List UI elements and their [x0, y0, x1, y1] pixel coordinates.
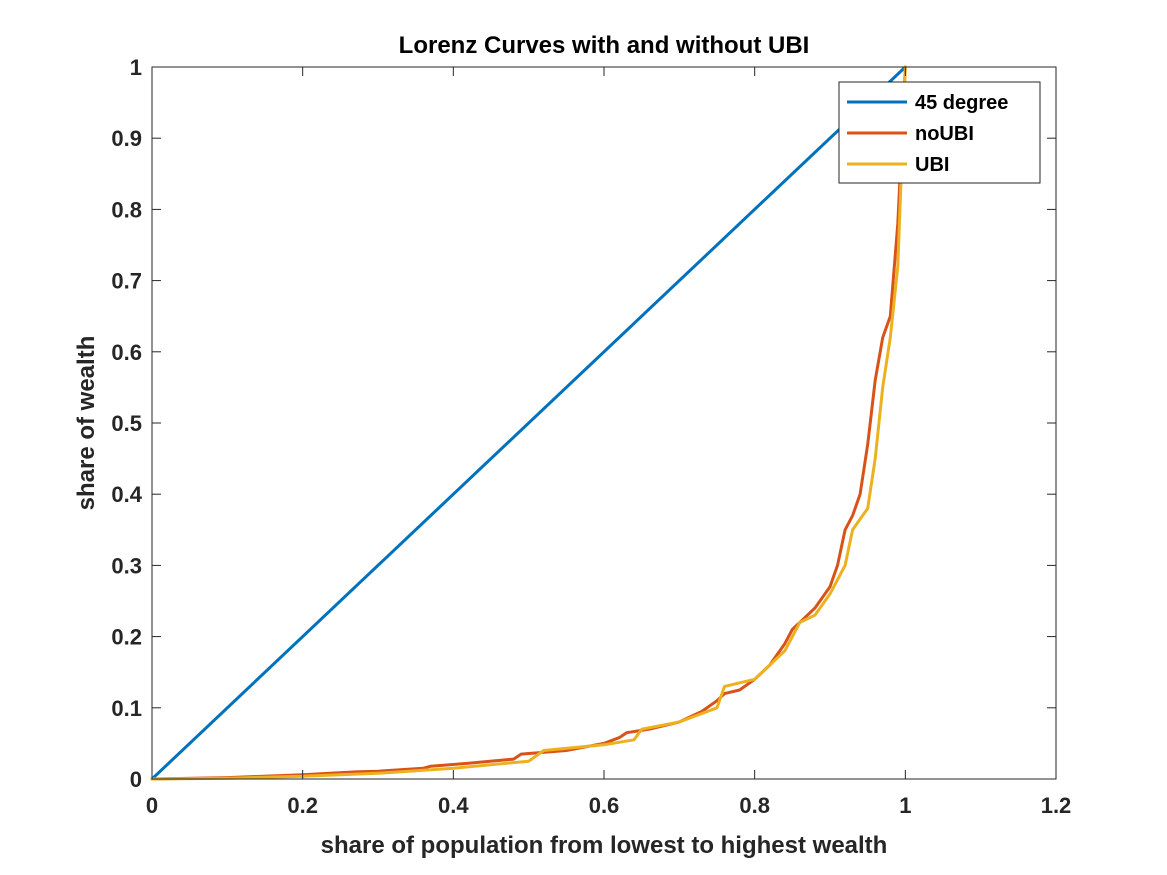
y-tick-label: 0.4	[111, 482, 142, 507]
series-line-45-degree	[150, 65, 907, 781]
legend-label: noUBI	[915, 123, 974, 145]
legend-label: 45 degree	[915, 92, 1008, 114]
series-line-noubi	[150, 65, 907, 781]
x-tick-label: 1.2	[1041, 793, 1072, 818]
y-tick-label: 1	[130, 55, 142, 80]
series-line-ubi	[150, 65, 907, 781]
y-tick-label: 0.9	[111, 126, 142, 151]
x-tick-label: 0.8	[739, 793, 770, 818]
y-tick-label: 0.1	[111, 696, 142, 721]
x-tick-label: 0.2	[287, 793, 318, 818]
series-layer	[150, 65, 907, 781]
y-tick-label: 0.7	[111, 269, 142, 294]
x-tick-label: 0	[146, 793, 158, 818]
y-tick-label: 0	[130, 767, 142, 792]
chart-title: Lorenz Curves with and without UBI	[399, 32, 810, 59]
y-tick-label: 0.3	[111, 553, 142, 578]
x-tick-label: 1	[899, 793, 911, 818]
x-tick-label: 0.6	[589, 793, 620, 818]
legend: 45 degree noUBI UBI	[838, 81, 1041, 184]
ticks-layer: 0 0.2 0.4 0.6 0.8 1 1.2 0 0.1 0.2 0.3 0.4 0.5 0.6 0.7 0…	[111, 55, 1071, 818]
x-axis-label: share of population from lowest to highe…	[321, 832, 888, 859]
y-tick-label: 0.6	[111, 340, 142, 365]
y-axis-label: share of wealth	[73, 336, 100, 511]
y-tick-label: 0.8	[111, 197, 142, 222]
y-tick-label: 0.2	[111, 625, 142, 650]
y-tick-label: 0.5	[111, 411, 142, 436]
x-tick-label: 0.4	[438, 793, 469, 818]
plot-area	[152, 67, 1056, 779]
legend-label: UBI	[915, 154, 949, 176]
